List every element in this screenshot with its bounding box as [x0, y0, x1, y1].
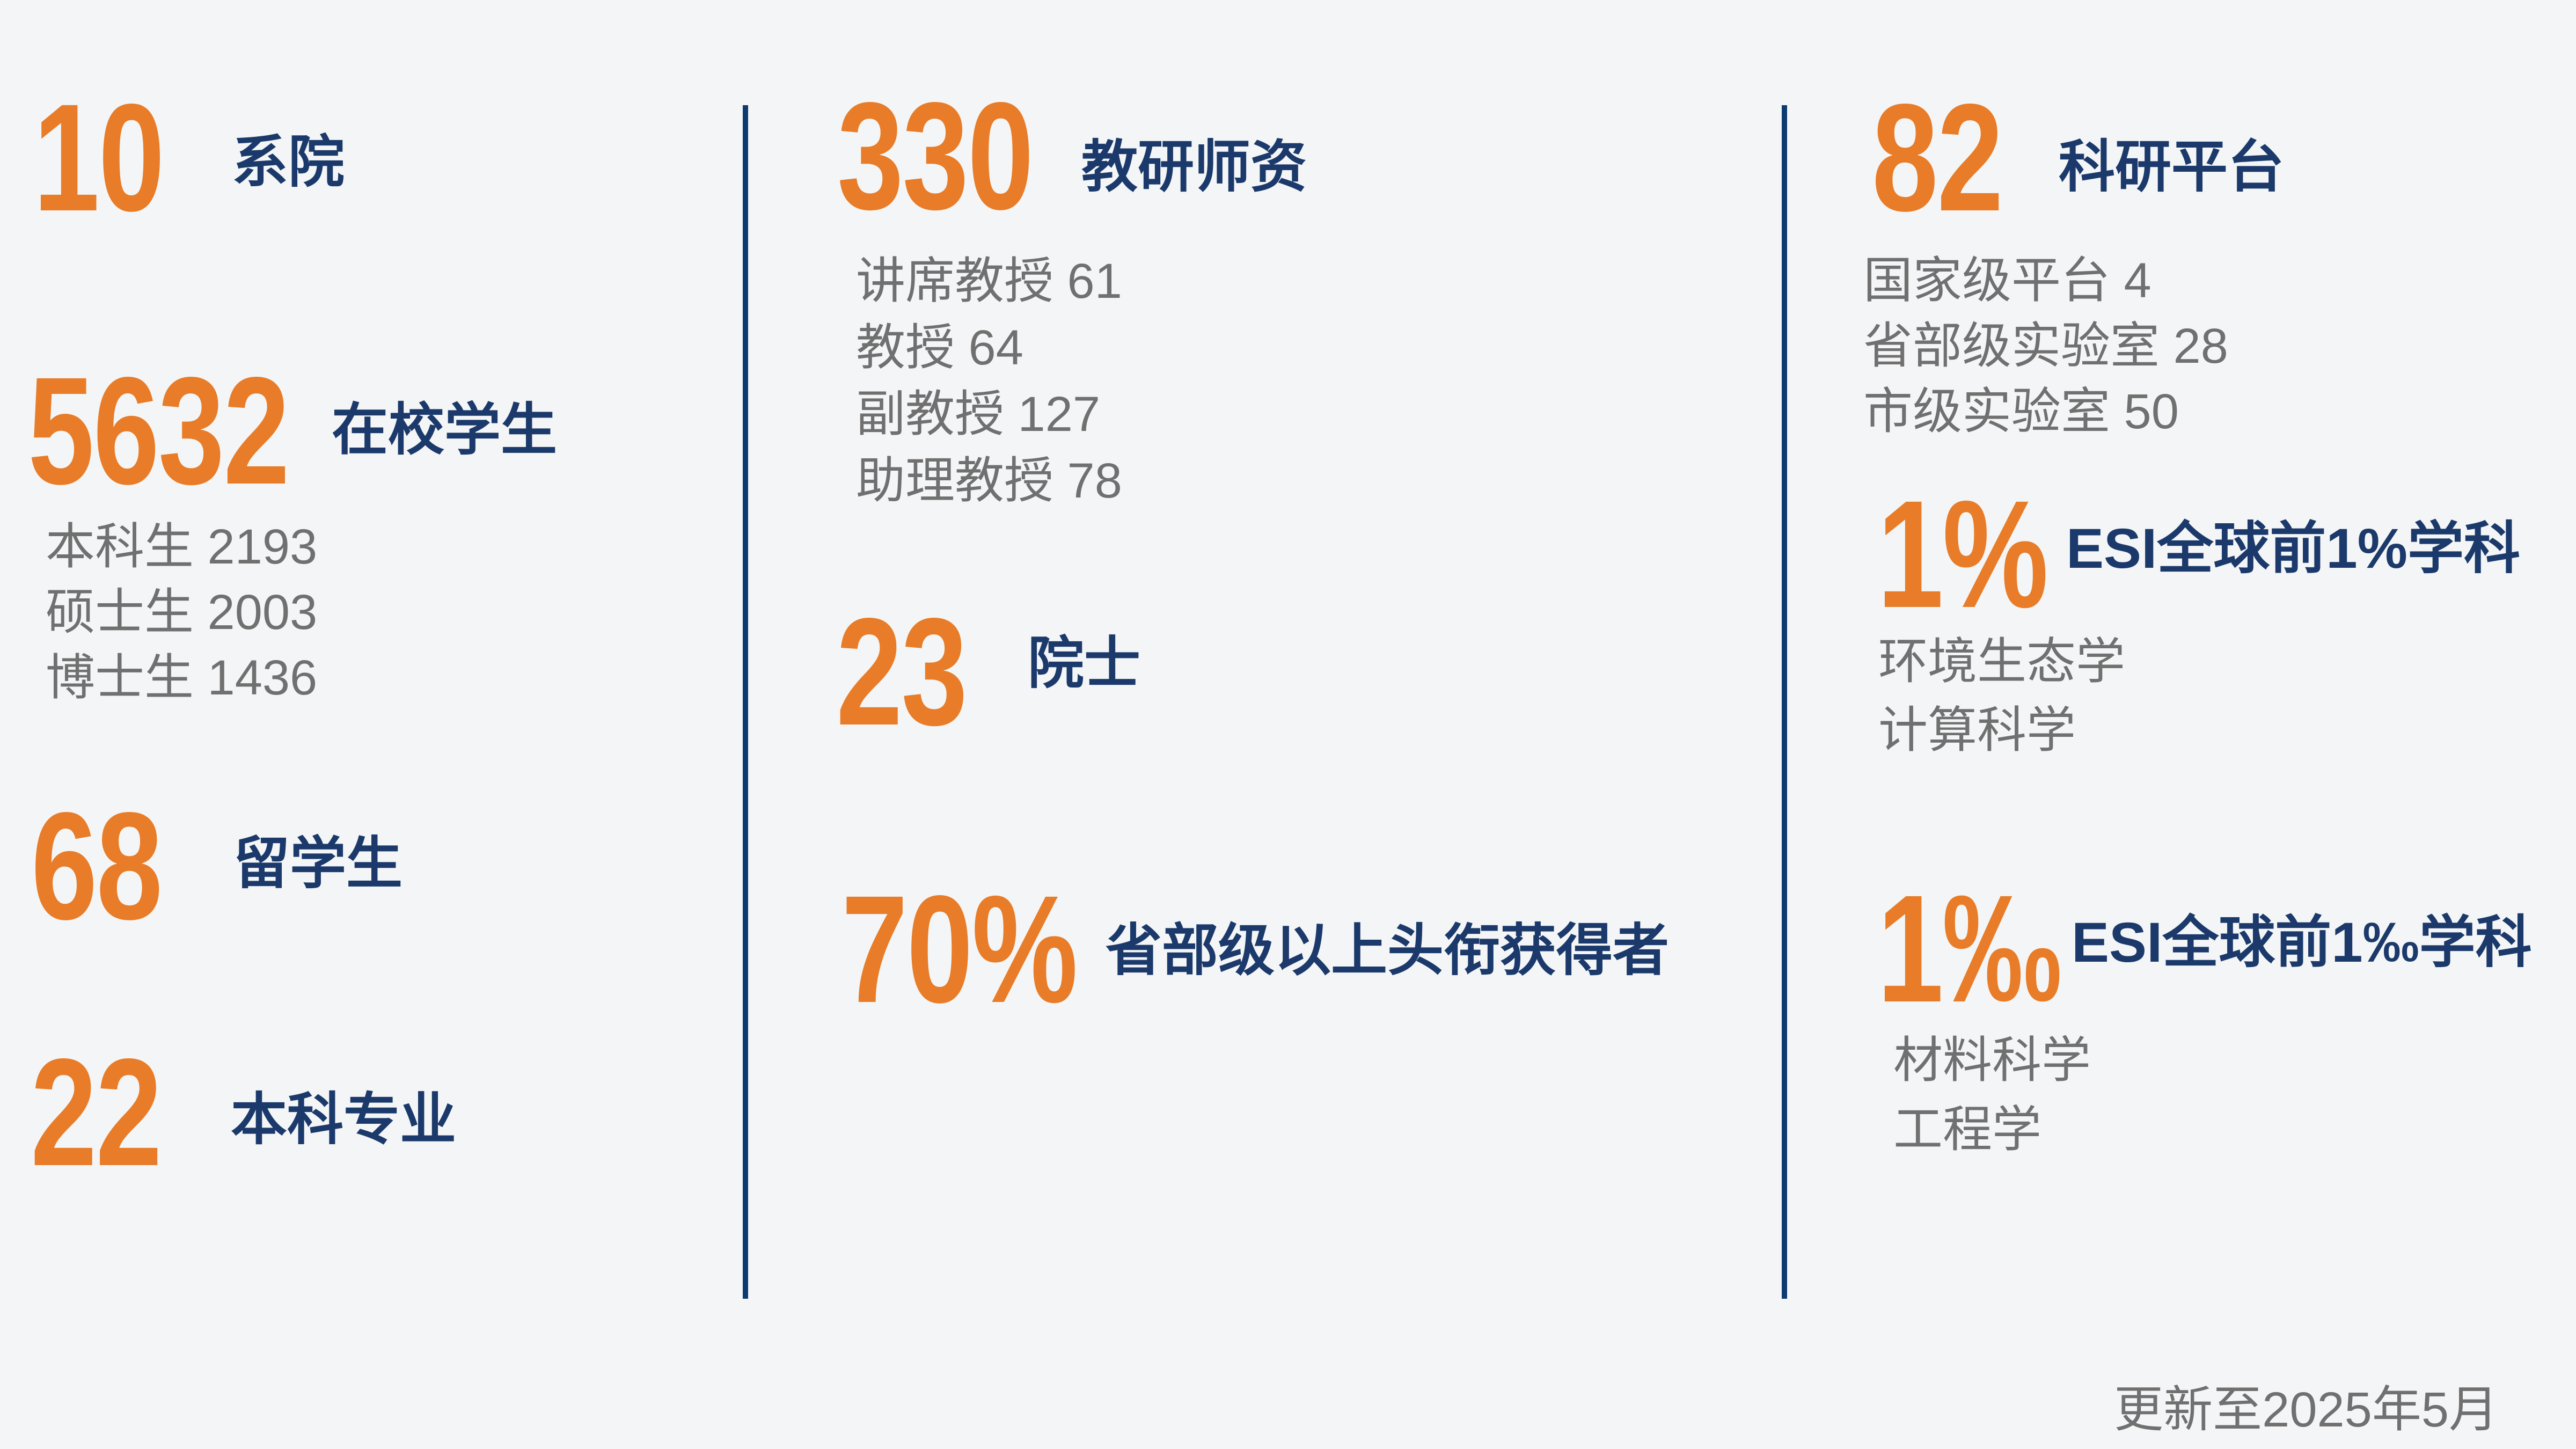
list-item-materials-science: 材料科学 — [1893, 1033, 2091, 1088]
update-date-note: 更新至2025年5月 — [2114, 1382, 2498, 1437]
students-breakdown-list: 本科生 2193 硕士生 2003 博士生 1436 — [46, 514, 317, 711]
stat-label-undergraduate-programs: 本科专业 — [231, 1088, 457, 1151]
list-item-national-platforms: 国家级平台 4 — [1863, 253, 2151, 308]
list-item-chair-professors: 讲席教授 61 — [856, 254, 1122, 309]
list-item-municipal-labs: 市级实验室 50 — [1863, 384, 2179, 439]
list-item-doctoral: 博士生 1436 — [46, 650, 318, 705]
stat-label-esi-top1-percent: ESI全球前1%学科 — [2066, 517, 2520, 580]
stat-label-faculty: 教研师资 — [1081, 136, 1307, 199]
stat-label-students: 在校学生 — [332, 399, 558, 462]
list-item-professors: 教授 64 — [856, 320, 1023, 375]
stat-value-international-students: 68 — [31, 781, 163, 952]
stat-value-research-platforms: 82 — [1872, 72, 2003, 243]
stat-label-research-platforms: 科研平台 — [2059, 136, 2285, 199]
list-item-environment-ecology: 环境生态学 — [1878, 634, 2126, 689]
column-divider — [1782, 105, 1787, 1299]
stat-label-academicians: 院士 — [1028, 632, 1141, 695]
stat-label-esi-top1-permille: ESI全球前1‰学科 — [2072, 911, 2532, 974]
stat-label-departments: 系院 — [232, 131, 345, 194]
list-item-assistant-professors: 助理教授 78 — [856, 453, 1122, 508]
platforms-breakdown-list: 国家级平台 4 省部级实验室 28 市级实验室 50 — [1863, 248, 2228, 444]
list-item-masters: 硕士生 2003 — [46, 585, 318, 640]
column-divider — [743, 105, 748, 1299]
stat-value-academicians: 23 — [836, 587, 968, 757]
stat-value-esi-top1-percent: 1% — [1877, 469, 2048, 640]
stat-label-international-students: 留学生 — [233, 832, 403, 895]
list-item-computer-science: 计算科学 — [1878, 703, 2076, 758]
list-item-associate-professors: 副教授 127 — [856, 387, 1101, 442]
esi-top1-percent-list: 环境生态学 计算科学 — [1878, 627, 2125, 765]
list-item-undergraduates: 本科生 2193 — [46, 519, 318, 574]
list-item-engineering: 工程学 — [1893, 1102, 2042, 1157]
stat-value-esi-top1-permille: 1‰ — [1877, 863, 2062, 1034]
stat-value-departments: 10 — [33, 72, 165, 243]
stat-value-faculty: 330 — [837, 71, 1034, 241]
stat-value-titled-faculty-percent: 70% — [841, 864, 1078, 1035]
stat-value-undergraduate-programs: 22 — [31, 1027, 162, 1198]
faculty-breakdown-list: 讲席教授 61 教授 64 副教授 127 助理教授 78 — [856, 248, 1122, 514]
list-item-provincial-labs: 省部级实验室 28 — [1863, 319, 2228, 374]
stat-value-students: 5632 — [28, 346, 290, 516]
esi-top1-permille-list: 材料科学 工程学 — [1893, 1026, 2091, 1165]
stat-label-titled-faculty-percent: 省部级以上头衔获得者 — [1106, 919, 1670, 982]
